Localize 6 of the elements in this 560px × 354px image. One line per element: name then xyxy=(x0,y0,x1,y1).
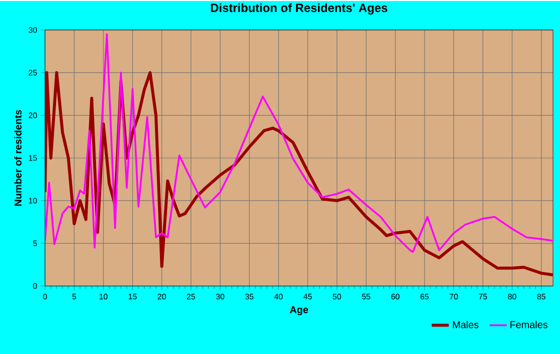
line-series xyxy=(45,33,553,253)
chart-title: Distribution of Residents' Ages xyxy=(211,3,388,15)
legend-label: Females xyxy=(510,320,548,328)
y-axis-title: Number of residents xyxy=(14,110,22,206)
x-axis-title: Age xyxy=(290,306,308,316)
legend-label: Males xyxy=(453,320,478,328)
